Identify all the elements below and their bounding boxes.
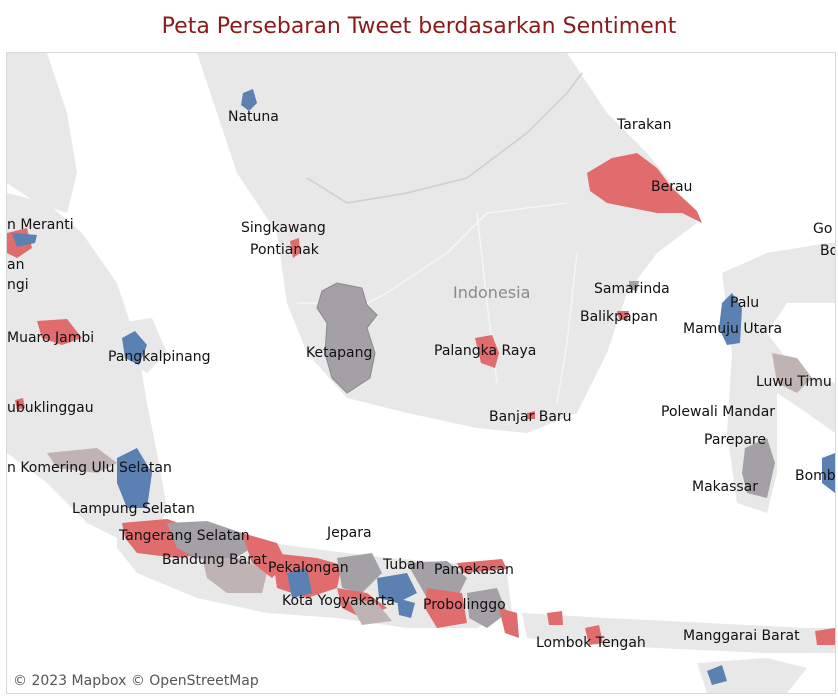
label-samarinda: Samarinda (594, 281, 670, 297)
land-borneo (197, 53, 697, 433)
region-meranti-blue (12, 233, 37, 247)
region-java-south-1 (347, 598, 392, 625)
label-bandung-barat: Bandung Barat (162, 552, 268, 568)
country-label-indonesia: Indonesia (453, 283, 531, 302)
label-bombana: Bomb (795, 468, 836, 484)
region-luwu-timur (772, 353, 812, 393)
region-palangka-raya (475, 335, 499, 368)
label-palu: Palu (730, 295, 760, 311)
region-java-south-2 (397, 598, 415, 618)
region-oku-selatan (47, 448, 117, 473)
region-south-blue (707, 665, 727, 685)
region-pangkalpinang (122, 331, 147, 365)
region-balikpapan (617, 311, 629, 321)
region-lubuklinggau (15, 398, 25, 410)
region-makassar (742, 438, 775, 498)
region-java-central-2 (287, 568, 312, 598)
region-natuna (241, 89, 257, 111)
region-bombana (822, 453, 835, 493)
label-balikpapan: Balikpapan (580, 309, 658, 325)
label-singkawang: Singkawang (241, 220, 326, 236)
region-java-central-3 (337, 553, 382, 593)
map-title: Peta Persebaran Tweet berdasarkan Sentim… (161, 14, 677, 39)
label-lampung-selatan: Lampung Selatan (72, 501, 195, 517)
region-samarinda (629, 281, 639, 291)
label-pangkalpinang: Pangkalpinang (108, 349, 211, 365)
region-lombok-tengah (585, 625, 603, 645)
label-probolinggo: Probolinggo (423, 597, 506, 613)
label-palangka-raya: Palangka Raya (434, 343, 537, 359)
label-ketapang: Ketapang (306, 345, 373, 361)
label-berau: Berau (651, 179, 693, 195)
region-java-east-1 (377, 573, 417, 603)
region-berau (587, 153, 702, 223)
label-pekalongan: Pekalongan (268, 560, 349, 576)
label-ngi: ngi (7, 277, 29, 293)
label-lubuklinggau: ubuklinggau (7, 400, 94, 416)
label-banjar-baru: Banjar Baru (489, 409, 572, 425)
label-natuna: Natuna (228, 109, 279, 125)
label-tuban: Tuban (383, 557, 425, 573)
label-pontianak: Pontianak (250, 242, 319, 258)
choropleth-map[interactable]: Indonesia Natuna Tarakan Berau Singkawan… (6, 52, 836, 694)
region-palu (719, 293, 742, 345)
region-muaro-jambi (37, 319, 82, 345)
label-manggarai-barat: Manggarai Barat (683, 628, 800, 644)
region-banjar-baru (527, 411, 535, 419)
map-canvas (7, 53, 835, 693)
label-tangerang-selatan: Tangerang Selatan (119, 528, 250, 544)
label-makassar: Makassar (692, 479, 759, 495)
region-lampung (117, 448, 152, 508)
region-lombok-2 (547, 611, 563, 625)
label-meranti: n Meranti (7, 217, 74, 233)
label-bo: Bo (820, 243, 835, 259)
region-java-west-3 (202, 558, 267, 593)
label-luwu-timur: Luwu Timu (756, 374, 832, 390)
label-tarakan: Tarakan (617, 117, 672, 133)
label-mamuju-utara: Mamuju Utara (683, 321, 783, 337)
border-malaysia (306, 72, 583, 204)
region-java-west-2 (167, 521, 252, 563)
label-an: an (7, 257, 25, 273)
land-malay-peninsula (7, 53, 77, 213)
label-parepare: Parepare (704, 432, 766, 448)
label-polewali-mandar: Polewali Mandar (661, 404, 776, 420)
label-pamekasan: Pamekasan (434, 562, 514, 578)
region-java-east-4 (467, 588, 507, 628)
label-go: Go (813, 221, 833, 237)
region-pontianak (290, 238, 300, 258)
region-ketapang (316, 282, 378, 394)
region-pamekasan (457, 559, 507, 573)
label-lombok-tengah: Lombok Tengah (536, 635, 646, 651)
label-muaro-jambi: Muaro Jambi (7, 330, 95, 346)
border-province-1 (297, 202, 578, 404)
land-south-island (697, 658, 807, 693)
region-java-east-3 (425, 588, 467, 628)
map-attribution[interactable]: © 2023 Mapbox © OpenStreetMap (13, 673, 259, 689)
label-jepara: Jepara (327, 525, 372, 541)
region-manggarai-barat (815, 628, 835, 645)
label-kota-yogyakarta: Kota Yogyakarta (282, 593, 395, 609)
region-java-east-5 (499, 608, 519, 638)
label-oku-selatan: n Komering Ulu Selatan (7, 460, 172, 476)
region-java-east-2 (407, 561, 467, 598)
